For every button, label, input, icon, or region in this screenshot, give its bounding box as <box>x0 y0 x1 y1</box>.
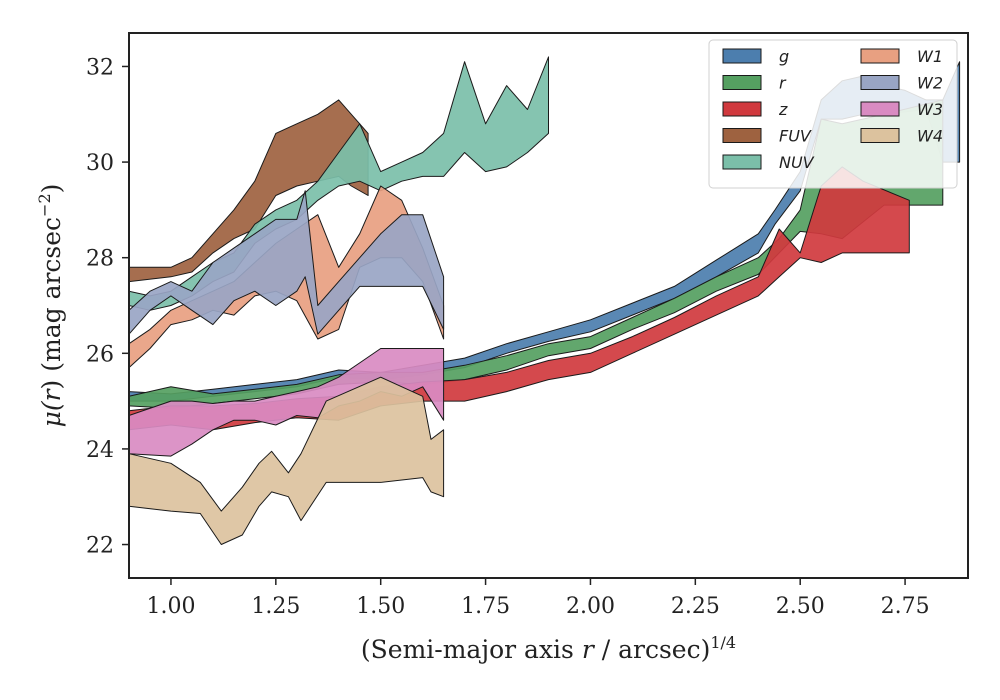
legend-swatch-g <box>722 48 762 64</box>
legend-label-fuv: FUV <box>779 127 812 146</box>
x-tick-label: 1.50 <box>356 594 405 619</box>
x-tick-label: 2.50 <box>776 594 825 619</box>
x-tick-label: 1.00 <box>146 594 195 619</box>
legend-swatch-w4 <box>860 128 900 143</box>
y-tick-label: 26 <box>86 342 114 367</box>
legend-swatch-fuv <box>722 128 762 143</box>
legend: grz FUV NUV W1 W2 W3 W4 <box>708 39 958 189</box>
legend-label-z: z <box>778 100 788 119</box>
y-tick-label: 24 <box>86 438 114 463</box>
band-w2 <box>128 190 445 335</box>
x-tick-label: 2.00 <box>566 594 615 619</box>
legend-swatch-w1 <box>860 48 900 64</box>
band-w4 <box>128 376 445 545</box>
legend-label-g: g <box>779 47 789 66</box>
x-tick-label: 2.25 <box>671 594 720 619</box>
y-tick-label: 32 <box>86 55 114 80</box>
y-axis: 22 24 26 28 30 32 <box>86 55 129 559</box>
x-tick-label: 2.75 <box>881 594 930 619</box>
legend-label-w3: W3 <box>917 100 943 119</box>
band-fuv <box>128 99 369 283</box>
y-tick-label: 22 <box>86 534 114 559</box>
legend-swatch-nuv <box>722 154 762 170</box>
x-tick-label: 1.25 <box>251 594 300 619</box>
x-axis-label: (Semi-major axis r / arcsec)1/4 <box>361 633 736 664</box>
legend-label-r: r <box>779 74 787 93</box>
y-tick-label: 30 <box>86 151 114 176</box>
legend-label-nuv: NUV <box>779 153 815 172</box>
legend-label-w4: W4 <box>917 127 943 146</box>
band-w3 <box>128 348 445 457</box>
legend-swatch-r <box>722 75 762 90</box>
legend-swatch-w3 <box>860 101 900 117</box>
legend-label-w2: W2 <box>917 74 943 93</box>
legend-swatch-z <box>722 101 762 117</box>
legend-label-w1: W1 <box>917 47 943 66</box>
legend-swatch-w2 <box>860 75 900 90</box>
y-axis-label: μ(r) (mag arcsec−2) <box>35 184 66 428</box>
x-axis: 1.00 1.25 1.50 1.75 2.00 2.25 2.50 2.75 <box>146 578 930 619</box>
plot-frame <box>128 32 969 579</box>
x-tick-label: 1.75 <box>461 594 510 619</box>
y-tick-label: 28 <box>86 247 114 272</box>
